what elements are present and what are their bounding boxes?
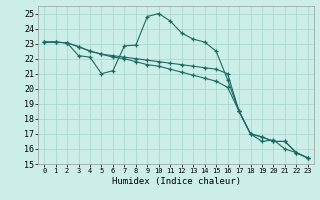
X-axis label: Humidex (Indice chaleur): Humidex (Indice chaleur) [111, 177, 241, 186]
